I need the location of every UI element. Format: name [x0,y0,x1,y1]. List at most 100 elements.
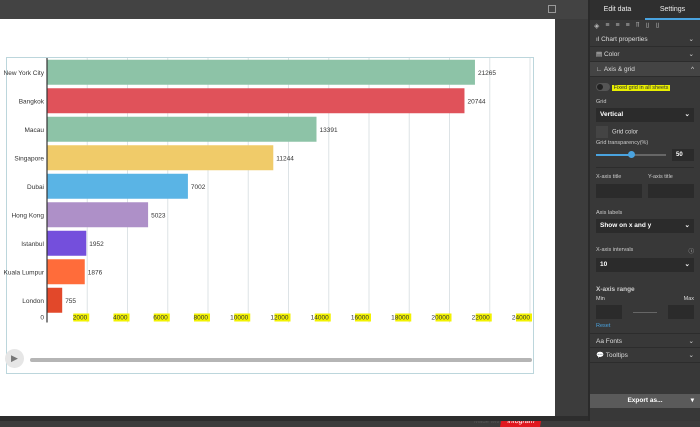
category-label: Hong Kong [11,212,44,219]
x-tick-label: 18000 [391,315,409,322]
chevron-down-icon: ▾ [690,397,694,404]
export-button[interactable]: Export as... ▾ [590,394,700,408]
align-left-icon[interactable]: ≡ [605,22,610,29]
align-top-icon[interactable]: ⫪ [635,22,640,29]
align-bottom-icon[interactable]: ⫫ [655,22,660,29]
paint-icon: ▤ [596,51,604,58]
chart-frame [6,57,534,374]
category-label: Dubai [27,184,44,191]
x-min-input[interactable] [596,305,622,319]
data-label: 1876 [88,269,103,276]
bar [47,59,475,85]
x-tick-label: 14000 [311,315,329,322]
category-label: Kuala Lumpur [4,269,45,276]
bar [47,202,149,228]
bar [47,116,317,142]
bar [47,88,465,114]
tick-highlight [395,313,412,322]
align-center-icon[interactable]: ≡ [615,22,620,29]
data-label: 5023 [151,212,166,219]
tick-highlight [516,313,532,322]
duplicate-icon[interactable] [548,5,556,13]
tick-highlight [274,313,291,322]
data-label: 13391 [319,127,337,134]
layers-icon[interactable]: ◈ [594,23,600,30]
chevron-down-icon: ⌄ [688,352,694,359]
font-icon: Aa [596,338,606,345]
grid-color-label: Grid color [612,129,639,136]
y-axis-title-label: Y-axis title [648,174,673,180]
x-tick-label: 20000 [431,315,449,322]
play-button[interactable]: ▶ [5,349,24,368]
grid-color-swatch[interactable] [596,126,608,138]
chevron-down-icon: ⌄ [684,222,690,229]
tick-highlight [153,313,170,322]
x-tick-label: 2000 [73,315,88,322]
tick-highlight [475,313,492,322]
alignment-toolbar: ◈ ≡ ≡ ≡ ⫪ ⫫ ⫫ [590,20,700,32]
tick-highlight [194,313,210,322]
chart-canvas: 0 2000 4000 6000 8000 10000 12000 14000 16000 180… [0,19,555,427]
fixed-grid-label: Fixed grid in all sheets [611,84,671,91]
bar [47,230,87,256]
chevron-down-icon: ⌄ [688,338,694,345]
x-tick-label: 24000 [512,315,530,322]
x-tick-label: 22000 [472,315,490,322]
x-tick-label: 8000 [194,315,209,322]
axis-labels-select[interactable]: Show on x and y ⌄ [596,219,694,233]
category-label: Bangkok [19,98,45,105]
data-label: 20744 [467,98,485,105]
x-tick-label: 6000 [153,315,168,322]
bar [47,259,85,285]
grid-transparency-label: Grid transparency(%) [596,140,649,146]
help-icon[interactable]: ⓘ [688,249,694,255]
max-label: Max [683,296,694,302]
grid-transparency-slider[interactable] [596,151,666,158]
x-axis-title-input[interactable] [596,184,642,198]
x-range-label: X-axis range [596,286,635,293]
min-label: Min [596,296,605,302]
reset-link[interactable]: Reset [596,323,611,329]
x-tick-label: 12000 [270,315,288,322]
fixed-grid-toggle[interactable] [596,83,610,91]
bottom-bar [0,416,588,421]
section-color[interactable]: ▤ Color ⌄ [590,47,700,62]
settings-panel: Edit data Settings ◈ ≡ ≡ ≡ ⫪ ⫫ ⫫ ıl Chart prop… [588,0,700,421]
grid-select[interactable]: Vertical ⌄ [596,108,694,122]
tick-highlight [234,313,251,322]
x-tick-label: 0 [40,315,44,322]
grid-transparency-input[interactable]: 50 [672,149,694,161]
section-chart-properties[interactable]: ıl Chart properties ⌄ [590,32,700,47]
tick-highlight [355,313,371,322]
chevron-up-icon: ^ [690,66,694,73]
axis-icon: ∟ [596,66,604,73]
top-bar [0,0,588,19]
align-middle-icon[interactable]: ⫫ [645,22,650,29]
x-intervals-select[interactable]: 10 ⌄ [596,258,694,272]
x-max-input[interactable] [668,305,694,319]
tab-settings[interactable]: Settings [645,0,700,20]
tick-highlight [73,313,90,322]
tick-highlight [435,313,452,322]
bar [47,145,274,171]
chevron-down-icon: ⌄ [688,51,694,58]
data-label: 11244 [276,155,294,162]
bar [47,287,63,313]
tick-highlight [314,313,331,322]
category-label: Singapore [14,155,44,162]
data-label: 1952 [89,241,104,248]
section-axis-grid[interactable]: ∟ Axis & grid ^ [590,62,700,77]
timeline-slider[interactable] [30,358,532,362]
x-intervals-label: X-axis intervals [596,247,634,253]
category-label: New York City [4,70,45,77]
chevron-down-icon: ⌄ [688,36,694,43]
align-right-icon[interactable]: ≡ [625,22,630,29]
chevron-down-icon: ⌄ [684,261,690,268]
section-fonts[interactable]: Aa Fonts ⌄ [590,333,700,348]
y-axis-title-input[interactable] [648,184,694,198]
x-axis-title-label: X-axis title [596,174,622,180]
tab-edit-data[interactable]: Edit data [603,6,632,13]
section-tooltips[interactable]: 💬 Tooltips ⌄ [590,348,700,363]
grid-label: Grid [596,99,607,105]
chart-icon: ıl [596,36,602,43]
